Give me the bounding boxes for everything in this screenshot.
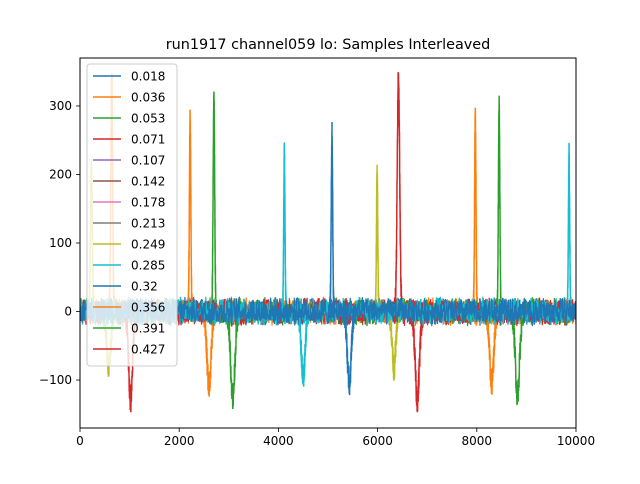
x-tick-label: 0 <box>76 434 84 448</box>
x-tick-label: 6000 <box>362 434 393 448</box>
y-tick-label: 0 <box>64 305 72 319</box>
y-tick-label: 200 <box>49 167 72 181</box>
x-tick-label: 2000 <box>164 434 195 448</box>
x-axis: 0 2000 4000 6000 8000 10000 <box>76 428 595 448</box>
x-tick-label: 10000 <box>557 434 595 448</box>
pulse-0.053-2 <box>496 95 503 321</box>
pulse-0.32-1 <box>342 300 357 396</box>
legend-label: 0.32 <box>131 280 158 294</box>
legend: 0.018 0.036 0.053 0.071 0.107 0.142 0.178 0.213… <box>86 63 178 367</box>
x-tick-label: 4000 <box>263 434 294 448</box>
y-tick-label: 100 <box>49 236 72 250</box>
x-tick-label: 8000 <box>462 434 493 448</box>
legend-label: 0.053 <box>131 112 165 126</box>
legend-label: 0.036 <box>131 91 165 105</box>
legend-label: 0.249 <box>131 238 165 252</box>
legend-label: 0.356 <box>131 301 165 315</box>
pulse-0.32-0 <box>329 122 335 322</box>
pulse-0.071-1 <box>393 72 404 315</box>
legend-label: 0.142 <box>131 175 165 189</box>
legend-label: 0.427 <box>131 343 165 357</box>
pulse-0.036-1 <box>187 109 194 317</box>
legend-label: 0.071 <box>131 133 165 147</box>
legend-label: 0.213 <box>131 217 165 231</box>
pulse-0.053-0 <box>210 91 218 321</box>
chart-title: run1917 channel059 lo: Samples Interleav… <box>166 37 491 53</box>
legend-label: 0.391 <box>131 322 165 336</box>
y-tick-label: −100 <box>39 373 72 387</box>
legend-label: 0.107 <box>131 154 165 168</box>
legend-label: 0.178 <box>131 196 165 210</box>
pulse-0.285-2 <box>566 142 572 319</box>
y-tick-label: 300 <box>49 99 72 113</box>
legend-label: 0.018 <box>131 70 165 84</box>
pulse-0.285-0 <box>281 142 288 322</box>
y-axis: −100 0 100 200 300 <box>39 99 80 387</box>
pulse-0.036-3 <box>472 107 479 322</box>
legend-label: 0.285 <box>131 259 165 273</box>
